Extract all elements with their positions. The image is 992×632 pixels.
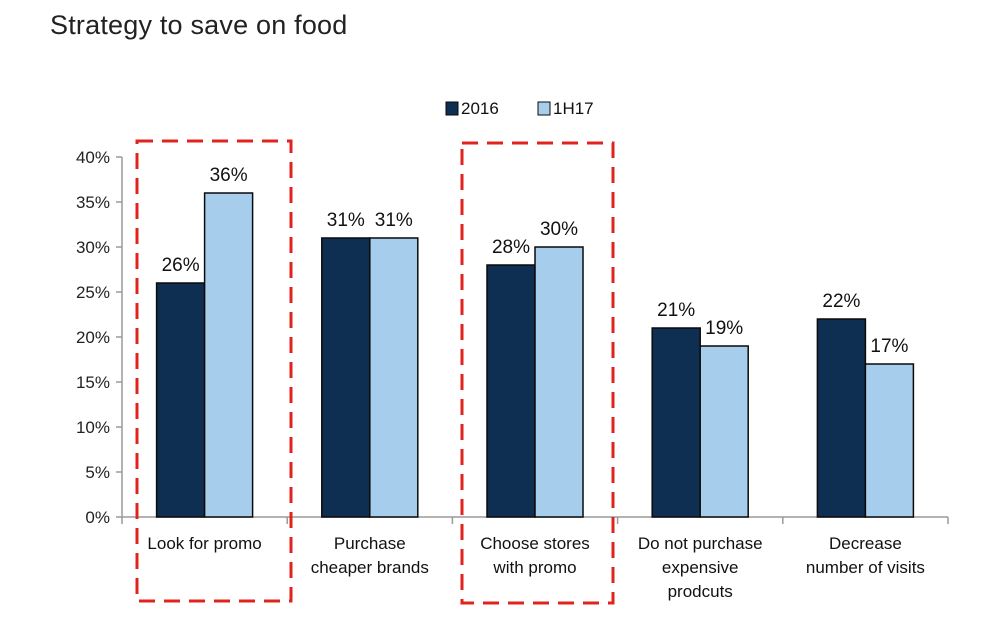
- y-tick-label: 20%: [76, 328, 110, 347]
- data-label: 31%: [327, 210, 365, 231]
- x-category-label: Purchase: [334, 534, 406, 553]
- y-tick-label: 30%: [76, 238, 110, 257]
- data-label: 31%: [375, 210, 413, 231]
- data-label: 22%: [822, 291, 860, 312]
- data-label: 28%: [492, 237, 530, 258]
- y-tick-label: 25%: [76, 283, 110, 302]
- bar-1H17-0: [203, 192, 254, 518]
- bar-2016-3: [651, 327, 701, 518]
- x-category-label: with promo: [492, 558, 576, 577]
- x-category-label: cheaper brands: [311, 558, 429, 577]
- data-label: 26%: [162, 255, 200, 276]
- data-label: 30%: [540, 219, 578, 240]
- y-tick-label: 40%: [76, 148, 110, 167]
- bar-1H17-4: [864, 363, 915, 518]
- legend-label-2016: 2016: [461, 99, 499, 118]
- x-category-label: Look for promo: [147, 534, 261, 553]
- y-tick-label: 15%: [76, 373, 110, 392]
- legend-label-1H17: 1H17: [553, 99, 594, 118]
- y-tick-label: 5%: [85, 463, 110, 482]
- y-tick-label: 0%: [85, 508, 110, 527]
- highlight-box: [135, 139, 293, 603]
- x-category-label: number of visits: [806, 558, 925, 577]
- chart-title: Strategy to save on food: [50, 10, 348, 40]
- bar-2016-0: [155, 282, 206, 518]
- x-category-label: Do not purchase: [638, 534, 763, 553]
- data-label: 21%: [657, 300, 695, 321]
- y-tick-label: 10%: [76, 418, 110, 437]
- highlight-box: [460, 141, 615, 605]
- data-label: 36%: [210, 165, 248, 186]
- bar-1H17-3: [699, 345, 749, 518]
- legend-swatch-2016: [445, 101, 459, 116]
- x-category-label: expensive: [662, 558, 739, 577]
- bar-2016-1: [321, 237, 371, 518]
- y-tick-label: 35%: [76, 193, 110, 212]
- bar-2016-2: [486, 264, 536, 518]
- x-category-label: Decrease: [829, 534, 902, 553]
- data-label: 19%: [705, 318, 743, 339]
- bar-2016-4: [816, 318, 867, 518]
- x-category-label: prodcuts: [668, 582, 733, 601]
- bar-1H17-1: [369, 237, 419, 518]
- x-category-label: Choose stores: [480, 534, 590, 553]
- data-label: 17%: [870, 336, 908, 357]
- legend-swatch-1H17: [537, 101, 551, 116]
- bar-1H17-2: [534, 246, 584, 518]
